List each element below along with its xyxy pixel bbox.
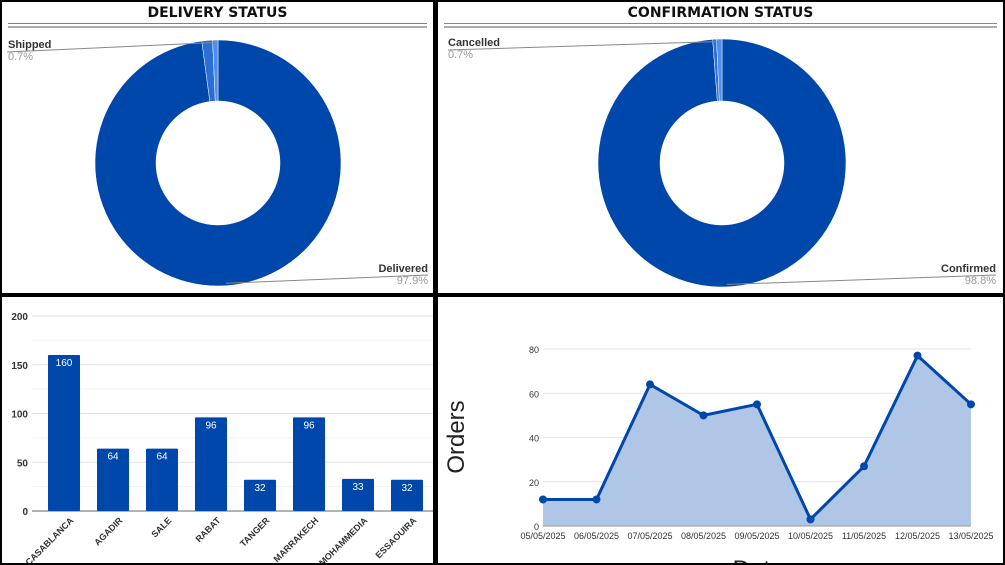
bar [97, 448, 129, 511]
divider [444, 23, 997, 24]
city-bar-panel: 0 50 100 150 200 160 CASABLANCA 64 AGADIR 64 SALE 9… [2, 297, 433, 563]
x-tick-label: AGADIR [92, 515, 125, 548]
slice-percent: 0.7% [8, 51, 33, 63]
y-tick-label: 20 [529, 478, 539, 488]
bar-value-label: 33 [352, 482, 364, 493]
y-tick-label: 100 [11, 410, 28, 421]
y-tick-label: 150 [11, 361, 28, 372]
slice-percent: 98.8% [965, 275, 996, 287]
y-tick-label: 40 [529, 434, 539, 444]
data-point [646, 380, 654, 389]
y-tick-label: 0 [534, 522, 539, 532]
bar-value-label: 96 [205, 420, 217, 431]
x-tick-label: 11/05/2025 [842, 531, 886, 541]
bar-value-label: 32 [401, 483, 413, 494]
y-tick-label: 200 [11, 312, 28, 323]
confirmation-status-panel: CONFIRMATION STATUS Confirmed 98.8% Cancel… [438, 2, 1003, 293]
bar-value-label: 64 [107, 452, 119, 463]
x-tick-label: 05/05/2025 [520, 531, 565, 541]
slice-label: Confirmed [941, 263, 996, 275]
confirmation-status-title: CONFIRMATION STATUS [627, 5, 814, 21]
data-point [860, 462, 868, 471]
x-tick-label: 10/05/2025 [788, 531, 833, 541]
bar [293, 417, 325, 511]
data-point [699, 411, 708, 420]
x-tick-label: RABAT [194, 515, 223, 544]
bar [195, 417, 227, 511]
y-tick-label: 50 [17, 458, 29, 469]
area-fill [543, 355, 971, 526]
data-point [539, 495, 547, 504]
x-tick-label: SALE [149, 515, 173, 539]
x-tick-label: MARRAKECH [272, 515, 321, 563]
donut-slice-delivered [94, 39, 342, 287]
bar [48, 355, 80, 511]
divider [8, 26, 427, 28]
bar-value-label: 32 [254, 483, 266, 494]
slice-percent: 0.7% [448, 49, 473, 61]
leader-line [6, 41, 216, 53]
bar [391, 479, 423, 511]
delivery-status-title: DELIVERY STATUS [147, 5, 288, 21]
bar-value-label: 96 [303, 420, 315, 431]
y-tick-label: 0 [22, 507, 28, 518]
x-axis-title: Date [733, 556, 784, 563]
slice-label: Cancelled [448, 37, 500, 49]
leader-line [447, 41, 720, 51]
data-point [753, 400, 761, 409]
x-tick-label: TANGER [238, 515, 272, 549]
leader-line [726, 274, 997, 285]
slice-label: Shipped [8, 39, 51, 51]
data-point [806, 515, 815, 524]
orders-area-chart: 0 20 40 60 80 05/05/2025 06/05/2025 07/05/2025 0… [443, 345, 994, 563]
bar-value-label: 160 [56, 358, 73, 369]
x-tick-label: ESSAOUIRA [374, 515, 419, 560]
bar-value-label: 64 [156, 452, 168, 463]
slice-label: Delivered [378, 263, 428, 275]
data-point [913, 351, 922, 360]
city-bar-chart: 0 50 100 150 200 160 CASABLANCA 64 AGADIR 64 SALE 9… [11, 312, 433, 563]
donut-slice-cancelled [716, 38, 723, 102]
bar [244, 479, 276, 511]
x-tick-label: 12/05/2025 [895, 531, 940, 541]
divider [8, 23, 427, 24]
data-point [967, 400, 975, 409]
y-tick-label: 60 [529, 389, 539, 399]
bar [146, 448, 178, 511]
divider [444, 26, 997, 28]
bar [342, 478, 374, 511]
x-tick-label: MOHAMMEDIA [317, 515, 370, 563]
data-point [592, 495, 601, 504]
slice-percent: 97.9% [397, 275, 428, 287]
donut-slice-shipped [212, 39, 219, 102]
x-tick-label: 08/05/2025 [681, 531, 726, 541]
delivery-status-panel: DELIVERY STATUS Delivered 97.9% Shipped 0.7… [2, 2, 433, 293]
y-tick-label: 80 [529, 345, 539, 355]
donut-slice-confirmed [597, 38, 847, 288]
y-axis-title: Orders [443, 400, 470, 473]
x-tick-label: 13/05/2025 [948, 531, 993, 541]
x-tick-label: 06/05/2025 [574, 531, 619, 541]
x-tick-label: 09/05/2025 [734, 531, 779, 541]
leader-line [225, 274, 429, 284]
x-tick-label: CASABLANCA [23, 515, 75, 563]
x-tick-label: 07/05/2025 [627, 531, 672, 541]
orders-area-panel: 0 20 40 60 80 05/05/2025 06/05/2025 07/05/2025 0… [438, 297, 1003, 563]
